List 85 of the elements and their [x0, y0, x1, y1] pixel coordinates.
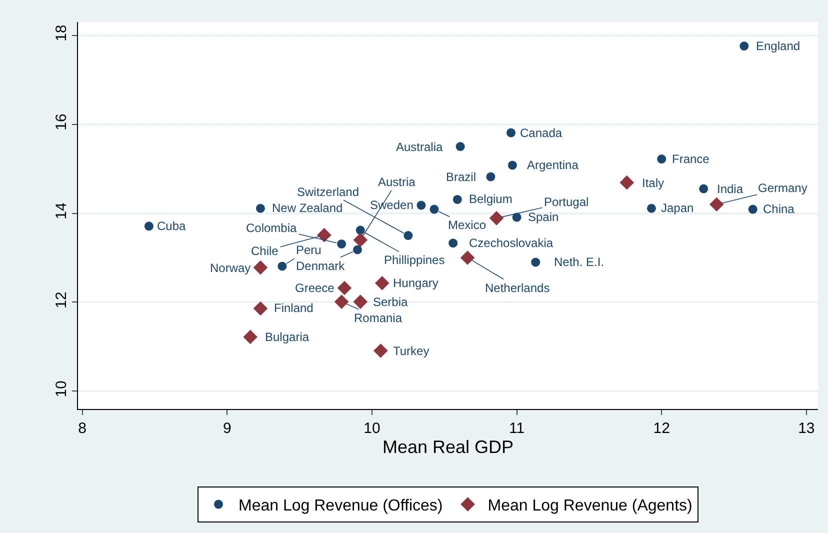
x-tick-label: 9	[222, 420, 232, 437]
point	[243, 330, 258, 344]
point	[448, 238, 458, 248]
point	[430, 204, 439, 214]
annotation: Phillippines	[384, 253, 445, 267]
point	[506, 128, 516, 138]
point	[512, 212, 522, 222]
annotation: Netherlands	[485, 281, 550, 295]
annotation: Austria	[378, 175, 416, 189]
annotation: Italy	[642, 176, 664, 190]
annotation: Norway	[210, 261, 251, 275]
point	[352, 245, 362, 254]
annotation: Neth. E.I.	[554, 255, 604, 269]
point	[353, 232, 368, 248]
annotation: Czechoslovakia	[469, 236, 554, 250]
annotation: Finland	[274, 301, 314, 315]
annotation: Serbia	[373, 295, 408, 309]
x-tick-label: 13	[798, 420, 815, 437]
point	[508, 160, 517, 170]
point	[278, 262, 287, 271]
annotation: China	[763, 202, 795, 216]
annotation: Peru	[296, 243, 322, 257]
annotation: India	[717, 182, 744, 196]
point	[740, 42, 749, 51]
point	[748, 204, 758, 214]
point	[356, 226, 365, 235]
point	[620, 175, 634, 190]
annotation: Turkey	[393, 344, 430, 358]
annotation: Belgium	[469, 192, 512, 206]
y-tick-label: 14	[53, 202, 70, 220]
point	[531, 258, 540, 267]
point	[452, 194, 462, 204]
point	[646, 204, 656, 213]
y-tick-label: 18	[53, 24, 70, 42]
point	[486, 172, 496, 182]
legend-label: Mean Log Revenue (Offices)	[238, 498, 443, 515]
y-tick-label: 12	[53, 292, 70, 308]
point	[256, 204, 265, 213]
annotation: Cuba	[157, 219, 186, 233]
annotation: Denmark	[296, 259, 346, 273]
annotation: Hungary	[393, 276, 438, 290]
point	[699, 184, 708, 194]
annotation: Switzerland	[297, 185, 360, 199]
point	[253, 260, 268, 275]
point	[374, 276, 390, 290]
point	[253, 301, 268, 316]
point	[709, 197, 724, 212]
annotation: Japan	[661, 201, 694, 215]
x-tick-label: 10	[364, 420, 380, 437]
annotation: Australia	[396, 140, 444, 154]
x-axis-title: Mean Real GDP	[382, 437, 514, 458]
point	[657, 154, 666, 164]
annotation: Argentina	[527, 158, 579, 172]
annotation: England	[756, 39, 800, 53]
point	[460, 250, 475, 265]
annotation: Mexico	[448, 218, 486, 232]
point	[374, 344, 388, 358]
annotation: Portugal	[544, 195, 589, 209]
annotation: Romania	[354, 311, 402, 325]
x-tick-label: 11	[509, 420, 525, 437]
point	[337, 239, 346, 248]
point	[404, 231, 413, 240]
y-tick-label: 10	[53, 380, 70, 398]
point	[456, 142, 465, 152]
x-tick-label: 12	[653, 420, 670, 437]
annotation: Greece	[295, 281, 335, 295]
point	[337, 280, 352, 296]
annotation: New Zealand	[272, 201, 343, 215]
legend-label: Mean Log Revenue (Agents)	[488, 498, 692, 515]
annotation: Germany	[758, 181, 808, 195]
annotation: Canada	[520, 126, 562, 140]
annotation: Spain	[528, 210, 559, 224]
annotation: Colombia	[246, 221, 298, 235]
point	[334, 294, 349, 309]
point	[416, 200, 426, 210]
y-tick-label: 16	[53, 114, 70, 130]
point	[144, 222, 154, 231]
annotation: Chile	[251, 244, 279, 258]
point	[489, 211, 504, 226]
x-tick-label: 8	[78, 420, 87, 437]
annotation: Brazil	[446, 170, 476, 184]
annotation: Bulgaria	[265, 330, 310, 344]
annotation: France	[672, 152, 710, 166]
point	[353, 294, 368, 309]
point	[317, 228, 332, 242]
